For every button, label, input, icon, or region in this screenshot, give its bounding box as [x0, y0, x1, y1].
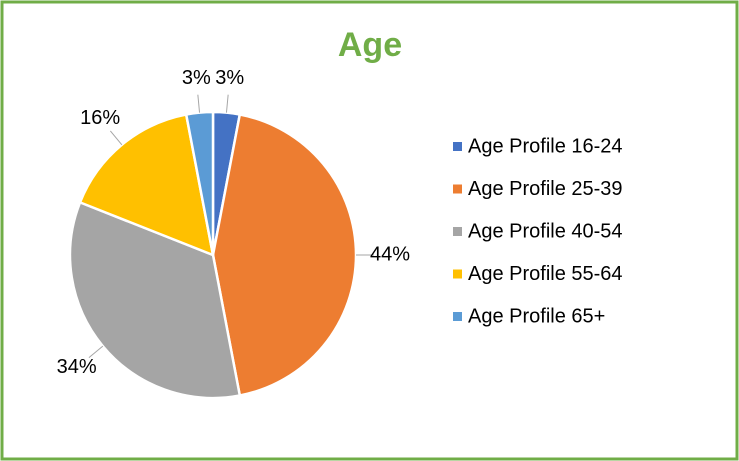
data-label: 16%: [80, 107, 120, 129]
legend-label: Age Profile 16-24: [468, 135, 623, 157]
chart-title: Age: [338, 26, 402, 64]
leader-line: [197, 94, 201, 113]
leader-line: [88, 345, 104, 359]
legend-label: Age Profile 40-54: [468, 220, 623, 242]
data-label: 34%: [57, 356, 97, 378]
data-label: 3%: [215, 67, 244, 89]
leader-line: [109, 130, 123, 146]
legend-label: Age Profile 65+: [468, 305, 605, 327]
pie-slice: [68, 200, 242, 400]
pie-slice: [78, 113, 215, 257]
data-label: 44%: [370, 243, 410, 265]
legend-marker: [453, 184, 462, 194]
legend-label: Age Profile 25-39: [468, 178, 623, 200]
legend-marker: [453, 227, 462, 236]
data-label: 3%: [182, 67, 211, 89]
legend-marker: [453, 142, 462, 151]
legend-label: Age Profile 55-64: [468, 263, 623, 285]
legend-marker: [453, 312, 462, 321]
leader-line: [225, 94, 229, 113]
legend-marker: [453, 269, 462, 279]
